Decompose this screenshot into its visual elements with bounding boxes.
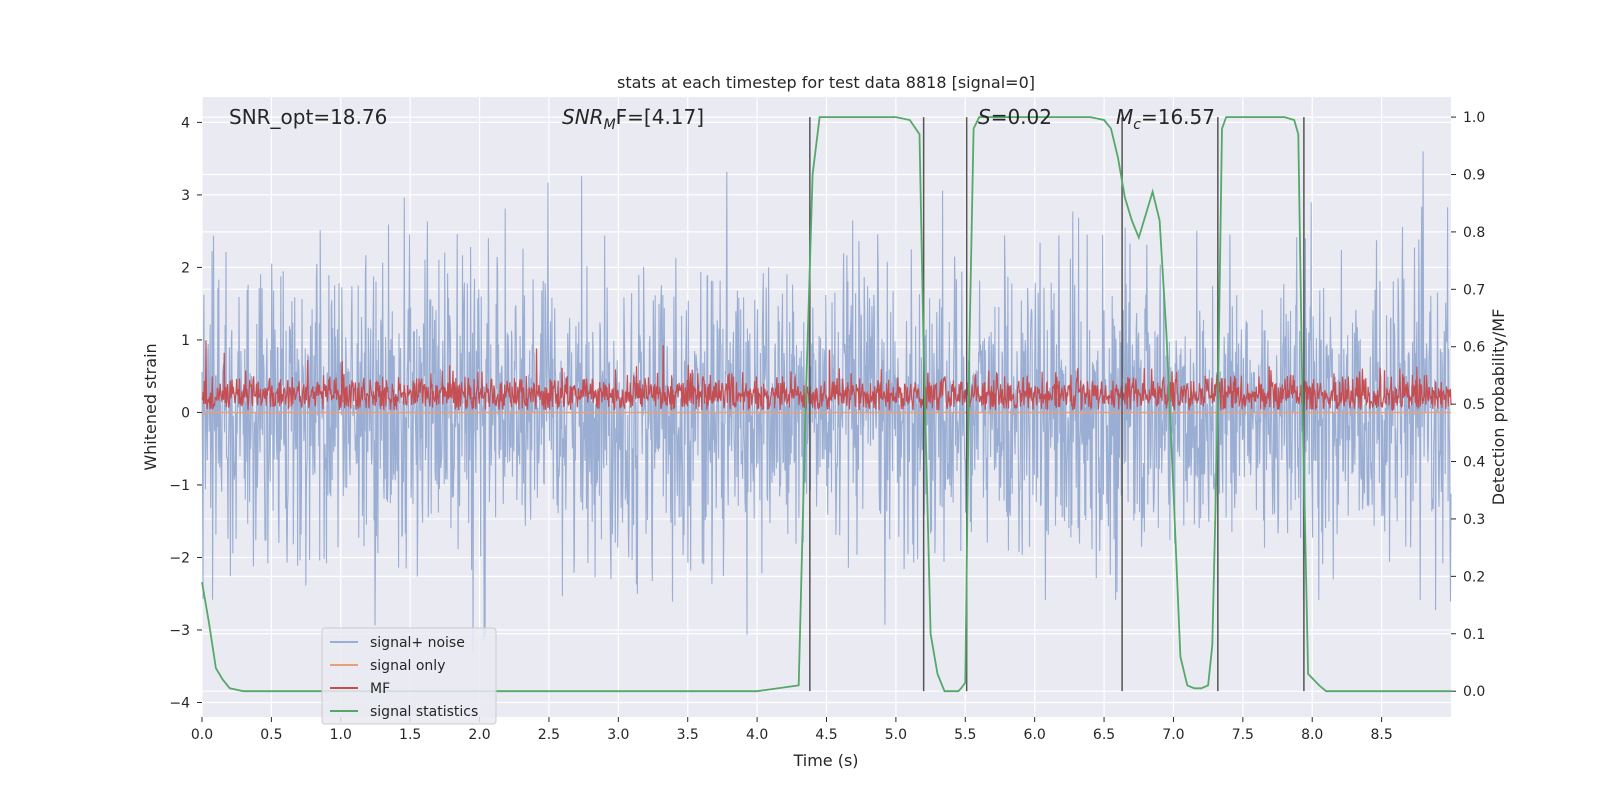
y-tick-label: 4 — [181, 115, 190, 131]
legend-label: signal statistics — [370, 704, 478, 720]
y-right-tick-label: 0.8 — [1463, 225, 1485, 241]
y-right-tick-label: 0.3 — [1463, 512, 1485, 528]
x-tick-label: 7.0 — [1162, 727, 1184, 743]
x-axis-label: Time (s) — [792, 751, 858, 770]
y-tick-label: −2 — [169, 550, 190, 566]
x-axis-ticks: 0.0 0.5 1.0 1.5 2.0 2.5 3.0 3.5 4.0 4.5 5.0 5.5 6.0 6… — [191, 717, 1393, 743]
x-tick-label: 5.0 — [885, 727, 907, 743]
y-right-tick-label: 0.0 — [1463, 684, 1485, 700]
signal-noise-series — [201, 151, 1452, 651]
y-right-tick-label: 0.7 — [1463, 282, 1485, 298]
x-tick-label: 1.5 — [399, 727, 421, 743]
y-axis-label: Whitened strain — [141, 343, 160, 470]
x-tick-label: 5.5 — [954, 727, 976, 743]
x-tick-label: 6.5 — [1093, 727, 1115, 743]
y-axis-right-label: Detection probability/MF — [1489, 309, 1508, 506]
x-tick-label: 6.0 — [1024, 727, 1046, 743]
y-tick-label: 1 — [181, 333, 190, 349]
y-axis-left-ticks: 4 3 2 1 0 −1 −2 −3 −4 — [169, 115, 202, 711]
x-tick-label: 7.5 — [1232, 727, 1254, 743]
y-tick-label: 2 — [181, 260, 190, 276]
legend-label: MF — [370, 681, 390, 697]
x-tick-label: 2.0 — [468, 727, 490, 743]
annotation-snr-mf: SNRMF=[4.17] — [562, 105, 704, 133]
x-tick-label: 0.0 — [191, 727, 213, 743]
y-tick-label: −3 — [169, 623, 190, 639]
y-tick-label: −1 — [169, 478, 190, 494]
y-axis-right-ticks: 1.0 0.9 0.8 0.7 0.6 0.5 0.4 0.3 0.2 0.1 0.0 — [1451, 110, 1485, 700]
annotation-mc-main: M — [1116, 105, 1133, 129]
annotation-mc: Mc=16.57 — [1116, 105, 1215, 133]
y-right-tick-label: 0.6 — [1463, 340, 1485, 356]
x-tick-label: 4.0 — [746, 727, 768, 743]
y-right-tick-label: 0.2 — [1463, 569, 1485, 585]
x-tick-label: 1.0 — [330, 727, 352, 743]
legend-label: signal only — [370, 658, 445, 674]
x-tick-label: 3.0 — [607, 727, 629, 743]
signal-noise-line — [201, 151, 1452, 651]
annotation-mc-rest: =16.57 — [1141, 105, 1215, 129]
annotation-s-main: S — [978, 105, 991, 129]
mf-series — [201, 340, 1452, 412]
x-tick-label: 3.5 — [677, 727, 699, 743]
annotation-snr-mf-sub: M — [604, 117, 616, 133]
y-right-tick-label: 0.1 — [1463, 627, 1485, 643]
annotation-snr-mf-rest: F=[4.17] — [616, 105, 704, 129]
annotation-snr-opt: SNR_opt=18.76 — [229, 105, 387, 129]
signal-statistics-line — [201, 116, 1451, 693]
signal-statistics-series — [201, 116, 1451, 693]
annotation-mc-sub: c — [1133, 117, 1141, 133]
y-right-tick-label: 0.9 — [1463, 168, 1485, 184]
y-right-tick-label: 1.0 — [1463, 110, 1485, 126]
x-tick-label: 2.5 — [538, 727, 560, 743]
y-right-tick-label: 0.5 — [1463, 397, 1485, 413]
legend-label: signal+ noise — [370, 635, 465, 651]
x-tick-label: 8.0 — [1301, 727, 1323, 743]
x-tick-label: 0.5 — [260, 727, 282, 743]
chart-title: stats at each timestep for test data 881… — [617, 73, 1035, 92]
annotation-s-rest: =0.02 — [991, 105, 1052, 129]
x-tick-label: 4.5 — [815, 727, 837, 743]
legend: signal+ noise signal only MF signal statist… — [321, 627, 497, 725]
y-tick-label: −4 — [169, 695, 190, 711]
x-tick-label: 8.5 — [1370, 727, 1392, 743]
y-tick-label: 0 — [181, 405, 190, 421]
y-right-tick-label: 0.4 — [1463, 455, 1485, 471]
y-tick-label: 3 — [181, 188, 190, 204]
annotation-snr-mf-main: SNR — [562, 105, 604, 129]
mf-line — [201, 340, 1452, 412]
annotation-s: S=0.02 — [978, 105, 1052, 129]
legend-box — [321, 627, 497, 725]
